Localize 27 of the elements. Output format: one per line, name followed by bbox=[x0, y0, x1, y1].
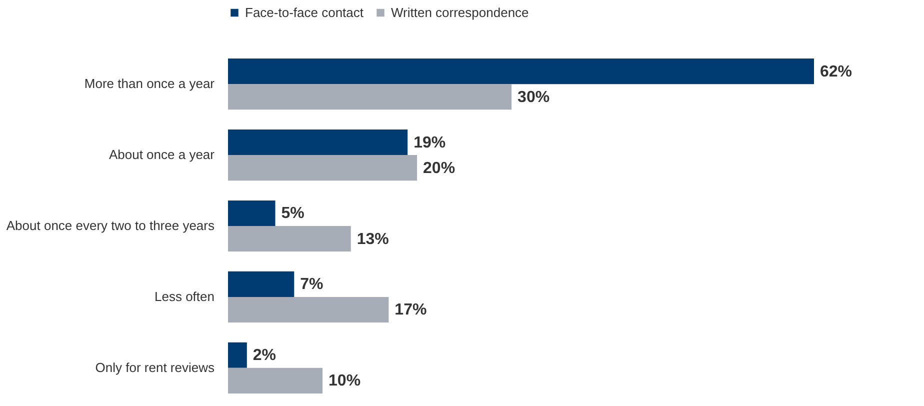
bar bbox=[228, 129, 408, 156]
bar bbox=[228, 296, 389, 323]
bar bbox=[228, 84, 512, 110]
bar bbox=[228, 200, 276, 226]
bar bbox=[228, 342, 247, 368]
data-label: 20% bbox=[423, 160, 456, 177]
y-tick-label: More than once a year bbox=[84, 76, 216, 92]
data-label: 62% bbox=[820, 63, 852, 80]
bar bbox=[228, 368, 323, 394]
bar bbox=[228, 271, 294, 297]
data-label: 7% bbox=[300, 276, 324, 294]
data-label: 5% bbox=[281, 205, 304, 222]
data-label: 2% bbox=[252, 347, 276, 364]
y-tick-label: About once a year bbox=[108, 147, 216, 162]
bar bbox=[228, 155, 418, 181]
data-label: 19% bbox=[414, 134, 446, 152]
data-label: 30% bbox=[518, 88, 550, 106]
data-label: 13% bbox=[356, 230, 389, 248]
bar bbox=[228, 226, 351, 252]
legend-label: Face-to-face contact bbox=[245, 4, 364, 20]
y-tick-label: Only for rent reviews bbox=[95, 360, 215, 375]
legend-label: Written correspondence bbox=[391, 4, 529, 20]
data-label: 17% bbox=[394, 302, 427, 319]
y-tick-label: About once every two to three years bbox=[6, 218, 215, 233]
bar bbox=[228, 58, 814, 84]
y-tick-label: Less often bbox=[154, 288, 214, 304]
data-label: 10% bbox=[328, 372, 361, 390]
